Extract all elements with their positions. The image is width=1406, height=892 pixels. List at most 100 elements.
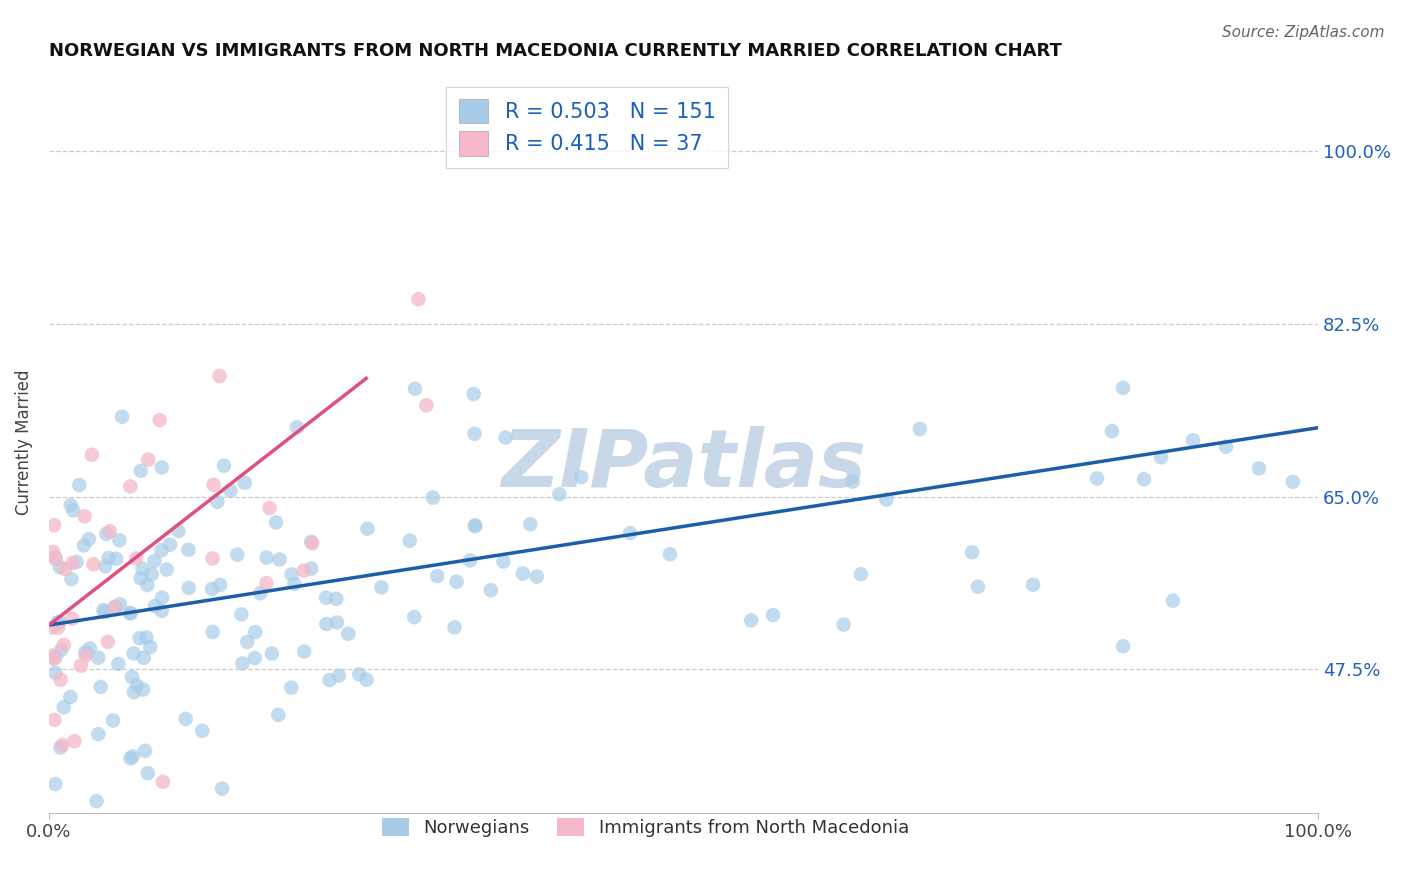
Point — [136, 766, 159, 780]
Point — [267, 707, 290, 722]
Point — [201, 582, 224, 596]
Point — [219, 483, 242, 498]
Point — [152, 774, 174, 789]
Point — [150, 604, 173, 618]
Legend: Norwegians, Immigrants from North Macedonia: Norwegians, Immigrants from North Macedo… — [375, 811, 917, 844]
Point — [44, 518, 66, 533]
Point — [201, 551, 224, 566]
Point — [1112, 381, 1135, 395]
Point — [492, 554, 515, 568]
Point — [129, 571, 152, 585]
Point — [408, 292, 430, 306]
Point — [264, 516, 287, 530]
Point — [315, 617, 337, 632]
Point — [458, 553, 481, 567]
Point — [131, 562, 153, 576]
Point — [211, 781, 233, 796]
Point — [167, 524, 190, 538]
Point — [44, 777, 66, 791]
Point — [59, 498, 82, 512]
Point — [87, 650, 110, 665]
Point — [52, 638, 75, 652]
Point — [136, 578, 159, 592]
Point — [120, 606, 142, 620]
Point — [1101, 424, 1123, 438]
Point — [86, 794, 108, 808]
Point — [44, 713, 66, 727]
Point — [519, 517, 541, 532]
Point — [107, 657, 129, 671]
Point — [231, 607, 253, 622]
Point — [80, 448, 103, 462]
Point — [44, 550, 66, 565]
Point — [326, 615, 349, 630]
Point — [659, 547, 682, 561]
Point — [94, 559, 117, 574]
Point — [87, 727, 110, 741]
Point — [93, 603, 115, 617]
Text: ZIPatlas: ZIPatlas — [501, 425, 866, 504]
Point — [62, 503, 84, 517]
Point — [42, 620, 65, 634]
Point — [280, 681, 302, 695]
Point — [46, 621, 69, 635]
Point — [415, 398, 437, 412]
Point — [174, 712, 197, 726]
Point — [875, 492, 897, 507]
Point — [762, 608, 785, 623]
Point — [464, 519, 486, 533]
Point — [191, 723, 214, 738]
Point — [60, 572, 83, 586]
Point — [1247, 461, 1270, 475]
Point — [49, 643, 72, 657]
Point — [495, 431, 517, 445]
Point — [404, 382, 426, 396]
Point — [256, 550, 278, 565]
Point — [201, 624, 224, 639]
Point — [105, 551, 128, 566]
Point — [97, 550, 120, 565]
Point — [280, 567, 302, 582]
Point — [337, 627, 360, 641]
Point — [226, 548, 249, 562]
Point — [619, 526, 641, 541]
Point — [150, 543, 173, 558]
Point — [125, 678, 148, 692]
Point — [231, 657, 253, 671]
Point — [52, 700, 75, 714]
Point — [108, 533, 131, 548]
Point — [356, 673, 378, 687]
Point — [108, 597, 131, 611]
Point — [70, 658, 93, 673]
Point — [1133, 472, 1156, 486]
Point — [569, 470, 592, 484]
Point — [120, 751, 142, 765]
Text: NORWEGIAN VS IMMIGRANTS FROM NORTH MACEDONIA CURRENTLY MARRIED CORRELATION CHART: NORWEGIAN VS IMMIGRANTS FROM NORTH MACED… — [49, 42, 1062, 60]
Point — [48, 615, 70, 629]
Point — [159, 538, 181, 552]
Point — [208, 368, 231, 383]
Point — [479, 583, 502, 598]
Point — [96, 527, 118, 541]
Point — [548, 487, 571, 501]
Point — [149, 413, 172, 427]
Point — [42, 651, 65, 665]
Point — [464, 518, 486, 533]
Y-axis label: Currently Married: Currently Married — [15, 370, 32, 516]
Point — [1085, 471, 1108, 485]
Point — [908, 422, 931, 436]
Point — [141, 567, 163, 582]
Point — [73, 538, 96, 552]
Point — [63, 734, 86, 748]
Point — [143, 599, 166, 613]
Point — [207, 495, 229, 509]
Point — [526, 569, 548, 583]
Point — [75, 645, 97, 659]
Point — [740, 613, 762, 627]
Point — [128, 631, 150, 645]
Point — [512, 566, 534, 581]
Point — [301, 536, 323, 550]
Point — [44, 650, 66, 665]
Point — [60, 612, 83, 626]
Point — [59, 690, 82, 704]
